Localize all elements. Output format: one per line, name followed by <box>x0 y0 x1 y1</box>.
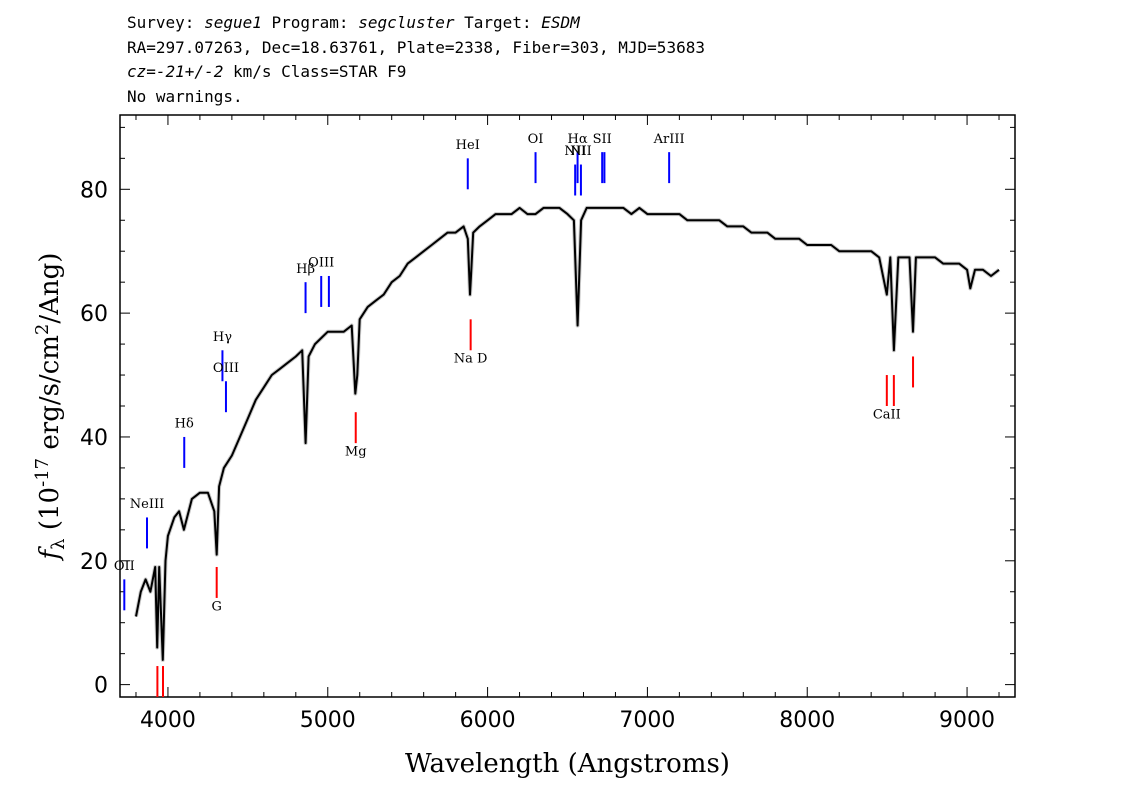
survey-prefix: Survey: <box>127 13 205 32</box>
y-axis-title: fλ (10-17 erg/s/cm2/Ang) <box>32 253 69 562</box>
x-tick-label: 8000 <box>779 708 835 733</box>
header-line-1: Survey: segue1 Program: segcluster Targe… <box>127 14 580 32</box>
x-axis-title: Wavelength (Angstroms) <box>405 749 730 779</box>
x-tick-label: 6000 <box>460 708 516 733</box>
absorption-line-label: CaII <box>873 407 901 422</box>
redshift-value: cz=-21+/-2 <box>127 62 224 81</box>
spectrum-line <box>135 206 1000 661</box>
absorption-line-label: Mg <box>345 445 367 460</box>
emission-line-label: OI <box>528 132 544 147</box>
x-tick-label: 4000 <box>140 708 196 733</box>
spectrum-error-band <box>134 205 1001 662</box>
target-value: ESDM <box>541 13 580 32</box>
program-value: segcluster <box>358 13 455 32</box>
x-tick-label: 9000 <box>939 708 995 733</box>
emission-line-label: ArIII <box>653 132 685 147</box>
x-tick-label: 7000 <box>619 708 675 733</box>
emission-line-label: NII <box>564 144 586 159</box>
survey-value: segue1 <box>204 13 262 32</box>
program-prefix: Program: <box>261 13 359 32</box>
emission-line-label: Hα <box>568 132 588 147</box>
emission-line-label: NII <box>570 144 592 159</box>
emission-line-label: HeI <box>456 138 480 153</box>
target-prefix: Target: <box>454 13 542 32</box>
emission-line-label: Hβ <box>296 262 315 277</box>
spectrum-series <box>134 205 1001 662</box>
emission-line-label: OIII <box>308 256 334 271</box>
absorption-line-label: G <box>211 599 221 614</box>
y-tick-label: 0 <box>94 674 108 699</box>
header-line-3: cz=-21+/-2 km/s Class=STAR F9 <box>127 63 406 81</box>
x-tick-label: 5000 <box>300 708 356 733</box>
emission-line-label: OII <box>114 559 135 574</box>
y-tick-label: 60 <box>80 302 108 327</box>
header-line-4: No warnings. <box>127 87 243 106</box>
axes-group: 4000 5000 6000 7000 8000 9000 0 20 40 60 80 <box>80 114 1016 733</box>
y-tick-label: 40 <box>80 426 108 451</box>
emission-line-label: OIII <box>213 361 239 376</box>
emission-line-label: NeIII <box>130 497 164 512</box>
class-text: km/s Class=STAR F9 <box>223 62 407 81</box>
y-tick-label: 80 <box>80 178 108 203</box>
emission-line-label: Hδ <box>175 417 194 432</box>
emission-line-label: Hγ <box>213 330 232 345</box>
emission-line-label: SII <box>593 132 612 147</box>
y-tick-label: 20 <box>80 550 108 575</box>
header-line-2: RA=297.07263, Dec=18.63761, Plate=2338, … <box>127 38 705 57</box>
absorption-line-label: Na D <box>454 352 488 367</box>
